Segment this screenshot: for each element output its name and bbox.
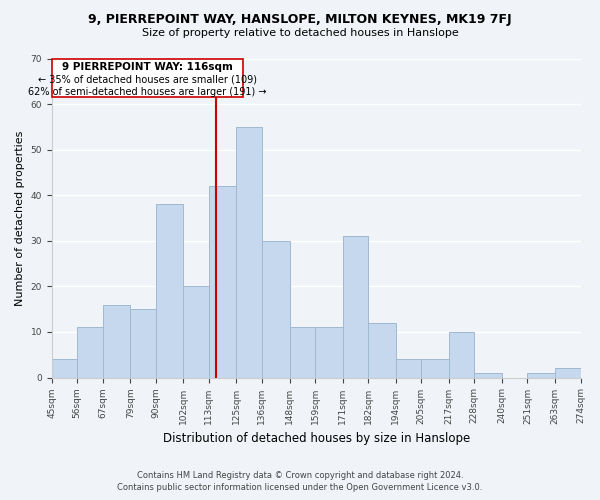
- FancyBboxPatch shape: [52, 58, 244, 97]
- Bar: [262, 241, 290, 378]
- Text: ← 35% of detached houses are smaller (109): ← 35% of detached houses are smaller (10…: [38, 74, 257, 85]
- Bar: [555, 368, 581, 378]
- Text: 9 PIERREPOINT WAY: 116sqm: 9 PIERREPOINT WAY: 116sqm: [62, 62, 233, 72]
- Bar: [155, 204, 184, 378]
- Bar: [52, 360, 77, 378]
- X-axis label: Distribution of detached houses by size in Hanslope: Distribution of detached houses by size …: [163, 432, 470, 445]
- Bar: [184, 286, 209, 378]
- Bar: [209, 186, 236, 378]
- Bar: [368, 323, 396, 378]
- Bar: [474, 373, 502, 378]
- Bar: [581, 364, 600, 378]
- Bar: [396, 360, 421, 378]
- Bar: [290, 328, 315, 378]
- Bar: [343, 236, 368, 378]
- Bar: [527, 373, 555, 378]
- Bar: [103, 304, 130, 378]
- Bar: [130, 309, 155, 378]
- Text: 62% of semi-detached houses are larger (191) →: 62% of semi-detached houses are larger (…: [28, 87, 267, 97]
- Bar: [77, 328, 103, 378]
- Text: 9, PIERREPOINT WAY, HANSLOPE, MILTON KEYNES, MK19 7FJ: 9, PIERREPOINT WAY, HANSLOPE, MILTON KEY…: [88, 12, 512, 26]
- Bar: [421, 360, 449, 378]
- Y-axis label: Number of detached properties: Number of detached properties: [15, 130, 25, 306]
- Bar: [236, 127, 262, 378]
- Bar: [315, 328, 343, 378]
- Text: Size of property relative to detached houses in Hanslope: Size of property relative to detached ho…: [142, 28, 458, 38]
- Text: Contains HM Land Registry data © Crown copyright and database right 2024.
Contai: Contains HM Land Registry data © Crown c…: [118, 471, 482, 492]
- Bar: [449, 332, 474, 378]
